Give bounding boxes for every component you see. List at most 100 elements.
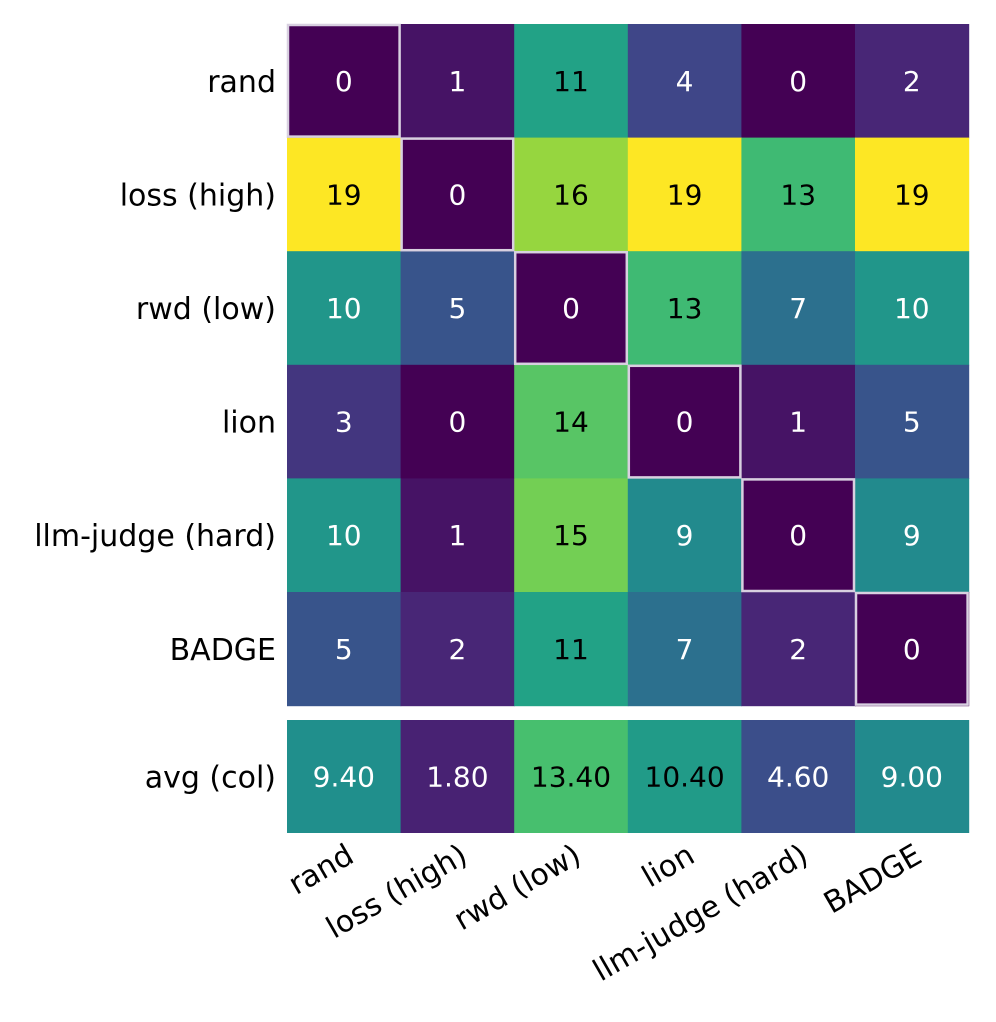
cell-label-r0-c3: 4 [676,65,694,98]
cell-r5-c0 [287,592,402,707]
cell-r2-c2 [514,251,629,366]
cell-r0-c3 [627,24,742,139]
row-label-0: rand [207,65,276,100]
cell-label-r5-c4: 2 [789,633,807,666]
cell-label-r2-c2: 0 [562,292,580,325]
col-label-2: rwd (low) [448,838,587,938]
summary-cell-c0 [287,720,402,833]
cell-label-r2-c4: 7 [789,292,807,325]
cell-label-r3-c0: 3 [335,406,353,439]
col-label-5: BADGE [818,838,928,922]
cell-label-r4-c0: 10 [326,519,362,552]
summary-label-c1: 1.80 [426,761,488,794]
cell-label-r0-c5: 2 [903,65,921,98]
cell-label-r1-c3: 19 [667,178,703,211]
cell-r0-c4 [741,24,856,139]
cell-label-r3-c2: 14 [553,406,589,439]
cell-r4-c0 [287,478,402,593]
cell-r0-c0 [287,24,402,139]
cell-label-r0-c2: 11 [553,65,589,98]
summary-label-c3: 10.40 [645,761,725,794]
cell-r0-c5 [855,24,970,139]
summary-label-c0: 9.40 [313,761,375,794]
cell-label-r2-c1: 5 [448,292,466,325]
cell-label-r5-c5: 0 [903,633,921,666]
diagonal-outline-0 [286,23,401,138]
cell-r4-c4 [741,478,856,593]
cell-r5-c4 [741,592,856,707]
cell-r4-c1 [400,478,515,593]
cell-r4-c3 [627,478,742,593]
summary-label-c5: 9.00 [881,761,943,794]
cell-label-r5-c0: 5 [335,633,353,666]
summary-row-label: avg (col) [145,761,276,796]
diagonal-highlights [286,23,969,706]
cell-label-r4-c4: 0 [789,519,807,552]
cell-label-r5-c1: 2 [448,633,466,666]
cell-label-r0-c4: 0 [789,65,807,98]
cell-label-r1-c2: 16 [553,178,589,211]
cell-label-r0-c1: 1 [448,65,466,98]
row-label-2: rwd (low) [136,292,276,327]
cell-label-r3-c4: 1 [789,406,807,439]
summary-cell-c5 [855,720,970,833]
cell-r0-c2 [514,24,629,139]
cell-label-r1-c5: 19 [894,178,930,211]
cell-label-r1-c0: 19 [326,178,362,211]
cell-label-r4-c2: 15 [553,519,589,552]
cell-r2-c3 [627,251,742,366]
cell-r1-c4 [741,137,856,252]
cell-r3-c0 [287,364,402,479]
cell-r0-c1 [400,24,515,139]
cell-label-r2-c3: 13 [667,292,703,325]
cell-label-r3-c3: 0 [676,406,694,439]
cell-label-r2-c5: 10 [894,292,930,325]
cell-r5-c5 [855,592,970,707]
cell-r1-c0 [287,137,402,252]
cell-label-r4-c3: 9 [676,519,694,552]
row-labels: rand loss (high) rwd (low) lion llm-judge (h… [34,65,276,796]
cell-label-r4-c1: 1 [448,519,466,552]
diagonal-outline-2 [513,250,629,366]
summary-label-c4: 4.60 [767,761,829,794]
diagonal-outline-3 [627,364,742,479]
cell-label-r5-c3: 7 [676,633,694,666]
cell-r2-c1 [400,251,515,366]
cell-label-r1-c4: 13 [780,178,816,211]
row-label-3: lion [222,406,276,441]
summary-cell-c4 [741,720,856,833]
cell-label-r0-c0: 0 [335,65,353,98]
diagonal-outline-1 [400,137,515,252]
cell-label-r5-c2: 11 [553,633,589,666]
cell-r3-c5 [855,364,970,479]
row-label-1: loss (high) [120,178,276,213]
cell-r2-c5 [855,251,970,366]
cell-r1-c5 [855,137,970,252]
cell-label-r2-c0: 10 [326,292,362,325]
cell-r2-c4 [741,251,856,366]
cell-r5-c1 [400,592,515,707]
row-label-5: BADGE [170,633,276,668]
cell-r2-c0 [287,251,402,366]
row-label-4: llm-judge (hard) [34,519,276,554]
cell-r3-c4 [741,364,856,479]
cell-r5-c2 [514,592,629,707]
diagonal-outline-4 [741,478,856,593]
cell-r4-c5 [855,478,970,593]
summary-cell-c2 [514,720,629,833]
diagonal-outline-5 [854,591,969,706]
cell-label-r1-c1: 0 [448,178,466,211]
cell-r3-c3 [627,364,742,479]
cell-r3-c1 [400,364,515,479]
cell-r5-c3 [627,592,742,707]
cell-r1-c2 [514,137,629,252]
col-label-3: lion [636,838,700,895]
col-label-4: llm-judge (hard) [587,838,814,989]
cell-r1-c3 [627,137,742,252]
cell-label-r3-c5: 5 [903,406,921,439]
cell-r1-c1 [400,137,515,252]
cell-r4-c2 [514,478,629,593]
